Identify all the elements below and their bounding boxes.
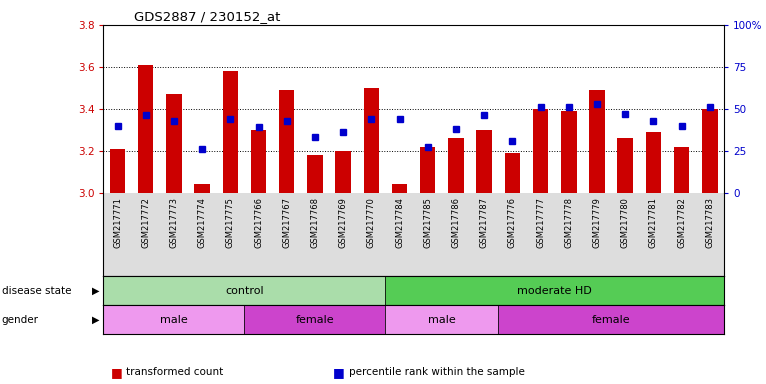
Bar	[448, 138, 463, 193]
Text: GSM217770: GSM217770	[367, 197, 376, 248]
Bar	[674, 147, 689, 193]
Text: female: female	[592, 314, 630, 324]
Bar	[307, 155, 322, 193]
Text: percentile rank within the sample: percentile rank within the sample	[349, 367, 525, 377]
Bar	[498, 305, 724, 334]
Text: GSM217774: GSM217774	[198, 197, 207, 248]
Text: GSM217780: GSM217780	[620, 197, 630, 248]
Bar	[589, 90, 604, 193]
Bar	[420, 147, 436, 193]
Text: GSM217785: GSM217785	[424, 197, 432, 248]
Text: GSM217783: GSM217783	[705, 197, 714, 248]
Text: female: female	[296, 314, 334, 324]
Bar	[223, 71, 238, 193]
Text: disease state: disease state	[2, 286, 71, 296]
Bar	[364, 88, 379, 193]
Text: GSM217777: GSM217777	[536, 197, 545, 248]
Text: GSM217769: GSM217769	[339, 197, 348, 248]
Bar	[103, 305, 244, 334]
Bar	[476, 130, 492, 193]
Bar	[385, 305, 498, 334]
Bar	[110, 149, 126, 193]
Bar	[505, 153, 520, 193]
Text: GSM217779: GSM217779	[592, 197, 601, 248]
Bar	[279, 90, 294, 193]
Text: transformed count: transformed count	[126, 367, 224, 377]
Text: GDS2887 / 230152_at: GDS2887 / 230152_at	[134, 10, 280, 23]
Text: ▶: ▶	[92, 286, 100, 296]
Bar	[244, 305, 385, 334]
Text: control: control	[225, 286, 264, 296]
Text: GSM217776: GSM217776	[508, 197, 517, 248]
Text: moderate HD: moderate HD	[517, 286, 592, 296]
Bar	[103, 276, 385, 305]
Text: GSM217781: GSM217781	[649, 197, 658, 248]
Text: male: male	[428, 314, 456, 324]
Bar	[195, 184, 210, 193]
Bar	[336, 151, 351, 193]
Text: male: male	[160, 314, 188, 324]
Text: GSM217773: GSM217773	[169, 197, 178, 248]
Text: GSM217768: GSM217768	[310, 197, 319, 248]
Text: gender: gender	[2, 314, 38, 324]
Bar	[533, 109, 548, 193]
Text: GSM217784: GSM217784	[395, 197, 404, 248]
Text: GSM217778: GSM217778	[565, 197, 573, 248]
Bar	[250, 130, 267, 193]
Bar	[646, 132, 661, 193]
Text: GSM217766: GSM217766	[254, 197, 263, 248]
Text: GSM217786: GSM217786	[451, 197, 460, 248]
Bar	[385, 276, 724, 305]
Text: GSM217772: GSM217772	[141, 197, 150, 248]
Text: GSM217771: GSM217771	[113, 197, 122, 248]
Bar	[561, 111, 577, 193]
Text: GSM217767: GSM217767	[282, 197, 291, 248]
Bar	[138, 65, 153, 193]
Bar	[617, 138, 633, 193]
Text: ■: ■	[333, 366, 345, 379]
Text: ■: ■	[111, 366, 123, 379]
Text: GSM217775: GSM217775	[226, 197, 235, 248]
Text: GSM217787: GSM217787	[480, 197, 489, 248]
Bar	[166, 94, 182, 193]
Text: ▶: ▶	[92, 314, 100, 324]
Text: GSM217782: GSM217782	[677, 197, 686, 248]
Bar	[391, 184, 408, 193]
Bar	[702, 109, 718, 193]
